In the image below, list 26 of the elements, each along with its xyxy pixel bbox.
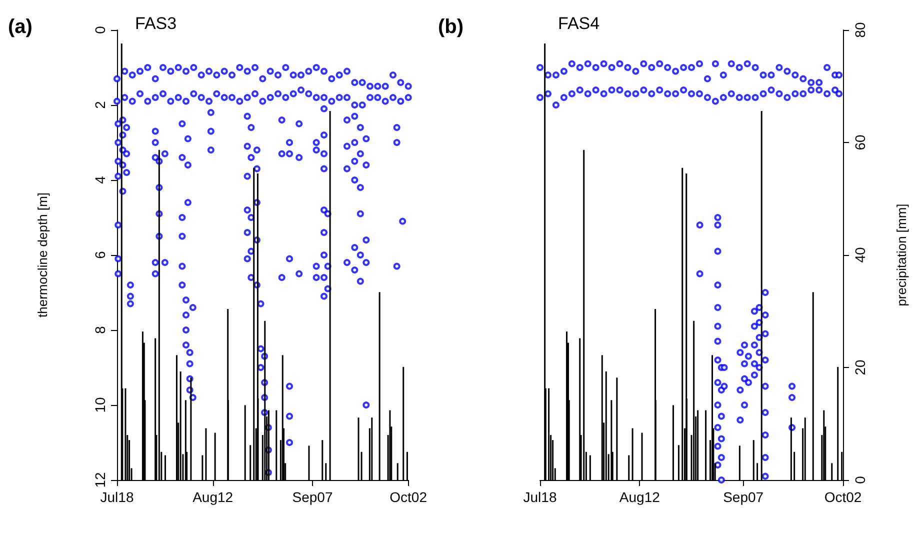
x-tick-label: Jul18 (523, 489, 557, 505)
y-tick-label: 2 (92, 100, 108, 109)
y-tick-label: 12 (92, 472, 108, 488)
x-tick-label: Sep07 (723, 489, 764, 505)
x-tick-label: Aug12 (619, 489, 660, 505)
y2-axis-title: precipitation [mm] (894, 204, 909, 306)
y-tick-label: 10 (92, 397, 108, 413)
y-axis-title: thermocline depth [m] (35, 192, 50, 318)
chart-title: (b) (438, 16, 464, 38)
y2-tick-label: 60 (852, 134, 868, 150)
chart-subtitle: FAS3 (135, 14, 177, 33)
y-tick-label: 4 (92, 176, 108, 184)
y-tick-label: 0 (92, 26, 108, 34)
x-tick-label: Oct02 (824, 489, 862, 505)
chart-title: (a) (8, 16, 32, 38)
y2-tick-label: 20 (852, 360, 868, 376)
y-tick-label: 6 (92, 250, 108, 259)
y2-tick-label: 40 (852, 247, 868, 263)
x-tick-label: Oct02 (390, 489, 428, 505)
x-tick-label: Sep07 (292, 489, 333, 505)
x-tick-label: Jul18 (100, 489, 134, 505)
y2-tick-label: 0 (852, 476, 868, 484)
y2-tick-label: 80 (852, 22, 868, 38)
y-tick-label: 8 (92, 326, 108, 334)
chart-subtitle: FAS4 (558, 14, 600, 33)
x-tick-label: Aug12 (192, 489, 234, 505)
